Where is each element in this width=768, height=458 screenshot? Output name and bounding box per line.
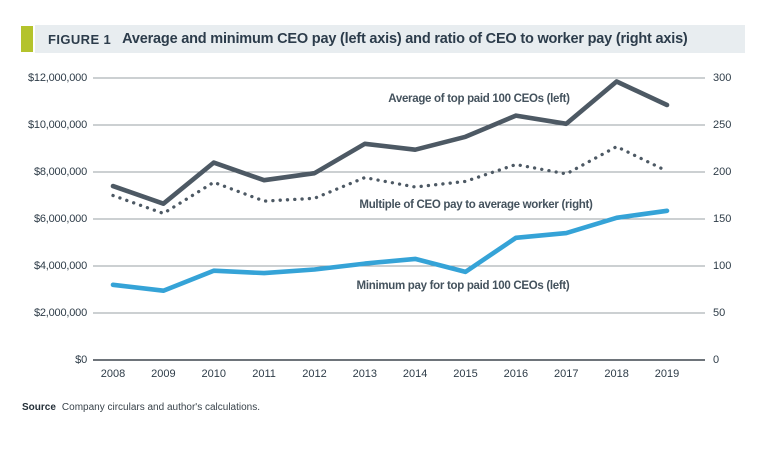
right-axis-tick: 300: [713, 72, 732, 84]
x-axis-tick: 2013: [352, 368, 378, 380]
x-axis-tick: 2018: [604, 368, 629, 380]
left-axis-tick: $0: [75, 354, 87, 366]
x-axis-tick: 2016: [503, 368, 529, 380]
right-axis-tick: 100: [713, 260, 732, 272]
x-axis-tick: 2010: [201, 368, 226, 380]
source-label: Source: [22, 402, 56, 413]
right-axis-tick-labels: 300 250 200 150 100 50 0: [713, 0, 768, 458]
left-axis-tick: $10,000,000: [28, 119, 87, 131]
x-axis-tick: 2015: [453, 368, 478, 380]
figure-label: FIGURE 1: [48, 31, 112, 47]
left-axis-tick: $8,000,000: [33, 166, 87, 178]
x-axis-tick: 2017: [554, 368, 579, 380]
left-axis-tick-labels: $12,000,000 $10,000,000 $8,000,000 $6,000,0…: [0, 0, 87, 458]
left-axis-tick: $12,000,000: [28, 72, 87, 84]
source-text: Company circulars and author's calculati…: [61, 402, 261, 413]
x-axis-tick: 2008: [100, 368, 126, 380]
x-axis-tick: 2012: [302, 368, 327, 380]
x-axis-tick: 2009: [151, 368, 176, 380]
series-label-average-ceo-pay: Average of top paid 100 CEOs (left): [388, 93, 570, 105]
series-line-2: [110, 208, 670, 294]
right-axis-tick: 200: [713, 166, 732, 178]
x-axis-tick: 2011: [252, 368, 276, 380]
series-line-0: [110, 79, 670, 206]
right-axis-tick: 50: [713, 307, 726, 319]
right-axis-tick: 150: [713, 213, 732, 225]
figure-header: FIGURE 1 Average and minimum CEO pay (le…: [35, 25, 745, 53]
source-note: Source Company circulars and author's cal…: [22, 402, 260, 413]
series-label-multiple-ceo-pay: Multiple of CEO pay to average worker (r…: [359, 199, 593, 211]
header-accent-bar: [21, 26, 33, 52]
series-line-1: [111, 144, 669, 216]
series-label-minimum-ceo-pay: Minimum pay for top paid 100 CEOs (left): [356, 280, 570, 292]
left-axis-tick: $4,000,000: [33, 260, 87, 272]
left-axis-tick: $2,000,000: [33, 307, 87, 319]
figure-title: Average and minimum CEO pay (left axis) …: [122, 31, 688, 47]
left-axis-tick: $6,000,000: [33, 213, 87, 225]
x-axis-tick: 2019: [654, 368, 680, 380]
right-axis-tick: 0: [713, 354, 720, 366]
right-axis-tick: 250: [713, 119, 732, 131]
x-axis-tick: 2014: [402, 368, 428, 380]
